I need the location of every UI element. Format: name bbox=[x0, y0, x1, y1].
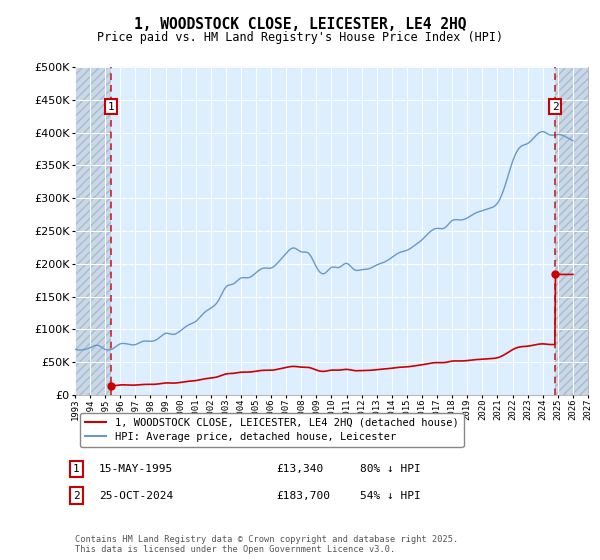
Text: 15-MAY-1995: 15-MAY-1995 bbox=[99, 464, 173, 474]
Text: Contains HM Land Registry data © Crown copyright and database right 2025.
This d: Contains HM Land Registry data © Crown c… bbox=[75, 535, 458, 554]
Polygon shape bbox=[555, 67, 588, 395]
Text: £183,700: £183,700 bbox=[276, 491, 330, 501]
Polygon shape bbox=[75, 67, 111, 395]
Text: £13,340: £13,340 bbox=[276, 464, 323, 474]
Text: 54% ↓ HPI: 54% ↓ HPI bbox=[360, 491, 421, 501]
Text: 80% ↓ HPI: 80% ↓ HPI bbox=[360, 464, 421, 474]
Text: 1: 1 bbox=[107, 101, 114, 111]
Text: 1: 1 bbox=[73, 464, 80, 474]
Text: 2: 2 bbox=[552, 101, 559, 111]
Legend: 1, WOODSTOCK CLOSE, LEICESTER, LE4 2HQ (detached house), HPI: Average price, det: 1, WOODSTOCK CLOSE, LEICESTER, LE4 2HQ (… bbox=[80, 413, 464, 447]
Text: 2: 2 bbox=[73, 491, 80, 501]
Text: 1, WOODSTOCK CLOSE, LEICESTER, LE4 2HQ: 1, WOODSTOCK CLOSE, LEICESTER, LE4 2HQ bbox=[134, 17, 466, 32]
Text: Price paid vs. HM Land Registry's House Price Index (HPI): Price paid vs. HM Land Registry's House … bbox=[97, 31, 503, 44]
Text: 25-OCT-2024: 25-OCT-2024 bbox=[99, 491, 173, 501]
